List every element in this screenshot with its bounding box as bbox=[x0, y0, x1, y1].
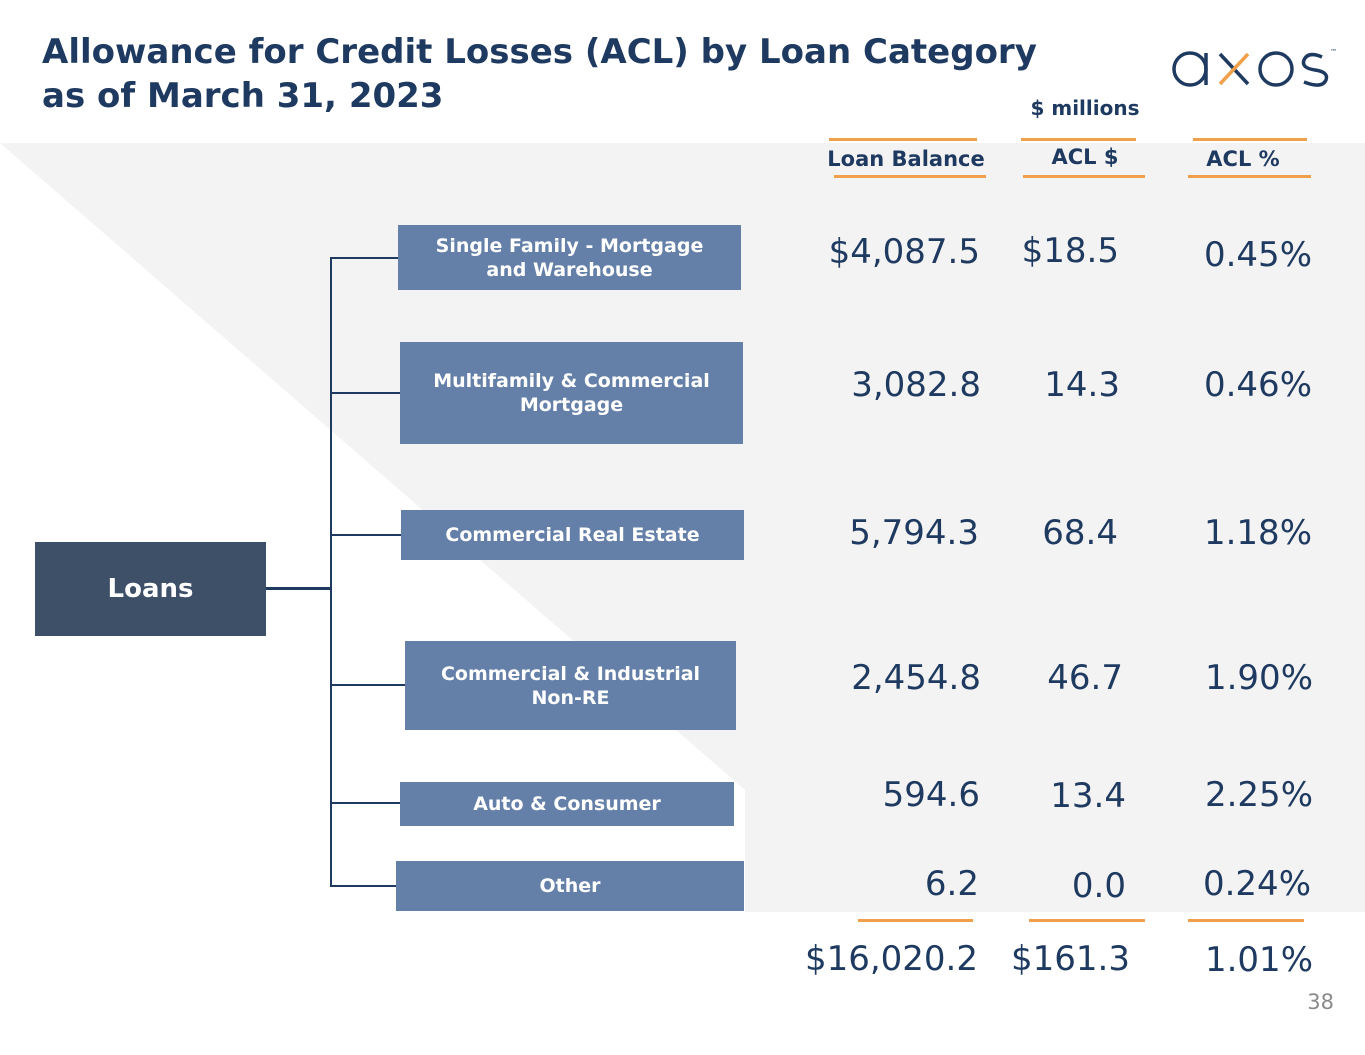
category-box: Commercial Real Estate bbox=[401, 510, 744, 560]
category-label: Commercial Real Estate bbox=[445, 524, 700, 546]
category-label: Single Family - Mortgage bbox=[435, 234, 704, 257]
acl-percent-value: 0.24% bbox=[1202, 864, 1311, 904]
acl-dollars-value: 0.0 bbox=[1071, 866, 1126, 906]
loan-balance-value: $4,087.5 bbox=[828, 232, 980, 272]
acl-dollars-value: 68.4 bbox=[1042, 513, 1118, 553]
units-label: $ millions bbox=[1030, 96, 1140, 120]
acl-percent-value: 0.46% bbox=[1203, 365, 1312, 405]
category-box: Commercial & Industrial Non-RE bbox=[405, 641, 736, 730]
category-label: Other bbox=[539, 875, 601, 897]
connector-branch bbox=[330, 392, 400, 394]
loan-balance-value: 594.6 bbox=[882, 775, 980, 815]
slide-title: Allowance for Credit Losses (ACL) by Loa… bbox=[42, 30, 1122, 118]
category-label: Auto & Consumer bbox=[473, 793, 661, 815]
total-rule bbox=[1188, 919, 1304, 922]
category-label: Mortgage bbox=[519, 394, 624, 416]
header-rule-top bbox=[1021, 138, 1136, 141]
column-header-acl-dollars: ACL $ bbox=[1051, 145, 1119, 169]
logo-trademark: ™ bbox=[1330, 48, 1337, 56]
connector-branch bbox=[330, 257, 398, 259]
axos-logo: ™ bbox=[1172, 48, 1337, 87]
total-acl-dollars: $161.3 bbox=[1011, 939, 1130, 979]
column-header-loan-balance: Loan Balance bbox=[827, 147, 985, 171]
acl-dollars-value: 46.7 bbox=[1047, 658, 1123, 698]
connector-trunk bbox=[330, 257, 332, 887]
connector-branch bbox=[330, 885, 397, 887]
loan-balance-value: 3,082.8 bbox=[851, 365, 981, 405]
total-acl-percent: 1.01% bbox=[1204, 940, 1313, 980]
header-rule-bottom bbox=[1188, 175, 1311, 178]
category-box: Multifamily & Commercial Mortgage bbox=[400, 342, 743, 444]
connector-root bbox=[266, 587, 332, 590]
column-header-acl-percent: ACL % bbox=[1206, 147, 1280, 171]
acl-dollars-value: $18.5 bbox=[1021, 231, 1119, 271]
loan-balance-value: 5,794.3 bbox=[849, 513, 979, 553]
category-box: Other bbox=[396, 861, 744, 911]
connector-branch bbox=[330, 684, 405, 686]
category-box: Auto & Consumer bbox=[400, 782, 734, 826]
header-rule-top bbox=[829, 138, 977, 141]
title-line-1: Allowance for Credit Losses (ACL) by Loa… bbox=[42, 32, 1037, 72]
loans-root-box: Loans bbox=[35, 542, 266, 636]
acl-percent-value: 2.25% bbox=[1204, 775, 1313, 815]
total-rule bbox=[1029, 919, 1145, 922]
category-label: Commercial & Industrial bbox=[440, 662, 701, 685]
acl-dollars-value: 14.3 bbox=[1044, 365, 1120, 405]
header-rule-bottom bbox=[834, 175, 986, 178]
connector-branch bbox=[330, 534, 401, 536]
loan-balance-value: 6.2 bbox=[924, 864, 979, 904]
total-rule bbox=[858, 919, 973, 922]
page-number: 38 bbox=[1307, 990, 1334, 1014]
connector-branch bbox=[330, 802, 400, 804]
total-loan-balance: $16,020.2 bbox=[804, 939, 978, 979]
acl-dollars-value: 13.4 bbox=[1050, 776, 1126, 816]
category-box: Single Family - Mortgage and Warehouse bbox=[398, 225, 741, 290]
header-rule-top bbox=[1193, 138, 1307, 141]
title-line-2: as of March 31, 2023 bbox=[42, 76, 444, 116]
acl-percent-value: 1.90% bbox=[1204, 658, 1313, 698]
loan-balance-value: 2,454.8 bbox=[851, 658, 981, 698]
acl-percent-value: 0.45% bbox=[1203, 235, 1312, 275]
acl-percent-value: 1.18% bbox=[1203, 513, 1312, 553]
category-label: and Warehouse bbox=[486, 258, 653, 281]
category-label: Multifamily & Commercial bbox=[433, 370, 710, 392]
header-rule-bottom bbox=[1023, 175, 1145, 178]
category-label: Non-RE bbox=[531, 686, 610, 709]
